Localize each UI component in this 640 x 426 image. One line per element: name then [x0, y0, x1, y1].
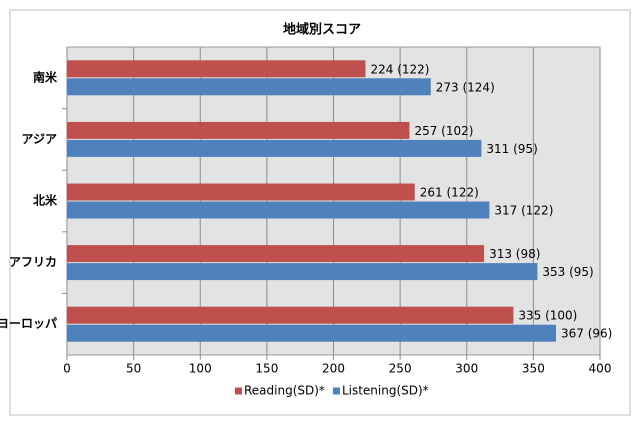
- value-label: 353 (95): [542, 265, 593, 279]
- bar: [67, 139, 482, 157]
- bar: [67, 60, 366, 78]
- y-tick-label: アフリカ: [9, 255, 57, 269]
- x-tick-label: 0: [63, 362, 71, 376]
- value-label: 367 (96): [561, 327, 612, 341]
- bar: [67, 78, 431, 96]
- x-tick-label: 350: [522, 362, 545, 376]
- bar: [67, 306, 514, 324]
- x-tick-label: 400: [589, 362, 612, 376]
- legend-label: Listening(SD)*: [342, 384, 429, 398]
- x-tick-label: 300: [455, 362, 478, 376]
- bar: [67, 121, 410, 139]
- chart-title: 地域別スコア: [283, 22, 361, 38]
- value-label: 317 (122): [494, 204, 553, 218]
- legend-swatch: [235, 387, 242, 395]
- bar: [67, 201, 490, 219]
- value-label: 335 (100): [518, 309, 577, 323]
- bar: [67, 183, 415, 201]
- x-tick-label: 150: [255, 362, 278, 376]
- legend-label: Reading(SD)*: [244, 384, 325, 398]
- value-label: 273 (124): [436, 80, 495, 94]
- bar: [67, 263, 538, 281]
- value-label: 313 (98): [489, 247, 540, 261]
- y-tick-label: 南米: [33, 69, 58, 84]
- value-label: 261 (122): [420, 186, 479, 200]
- bar: [67, 324, 557, 342]
- x-tick-label: 200: [322, 362, 345, 376]
- x-tick-label: 50: [126, 362, 141, 376]
- legend-swatch: [332, 387, 340, 395]
- y-tick-label: ヨーロッパ: [0, 317, 57, 331]
- y-tick-label: アジア: [21, 132, 57, 146]
- value-label: 224 (122): [370, 62, 429, 76]
- x-tick-label: 100: [189, 362, 212, 376]
- x-tick-label: 250: [389, 362, 412, 376]
- bar: [67, 245, 485, 263]
- value-label: 257 (102): [414, 124, 473, 138]
- value-label: 311 (95): [486, 142, 537, 156]
- y-tick-label: 北米: [33, 193, 58, 208]
